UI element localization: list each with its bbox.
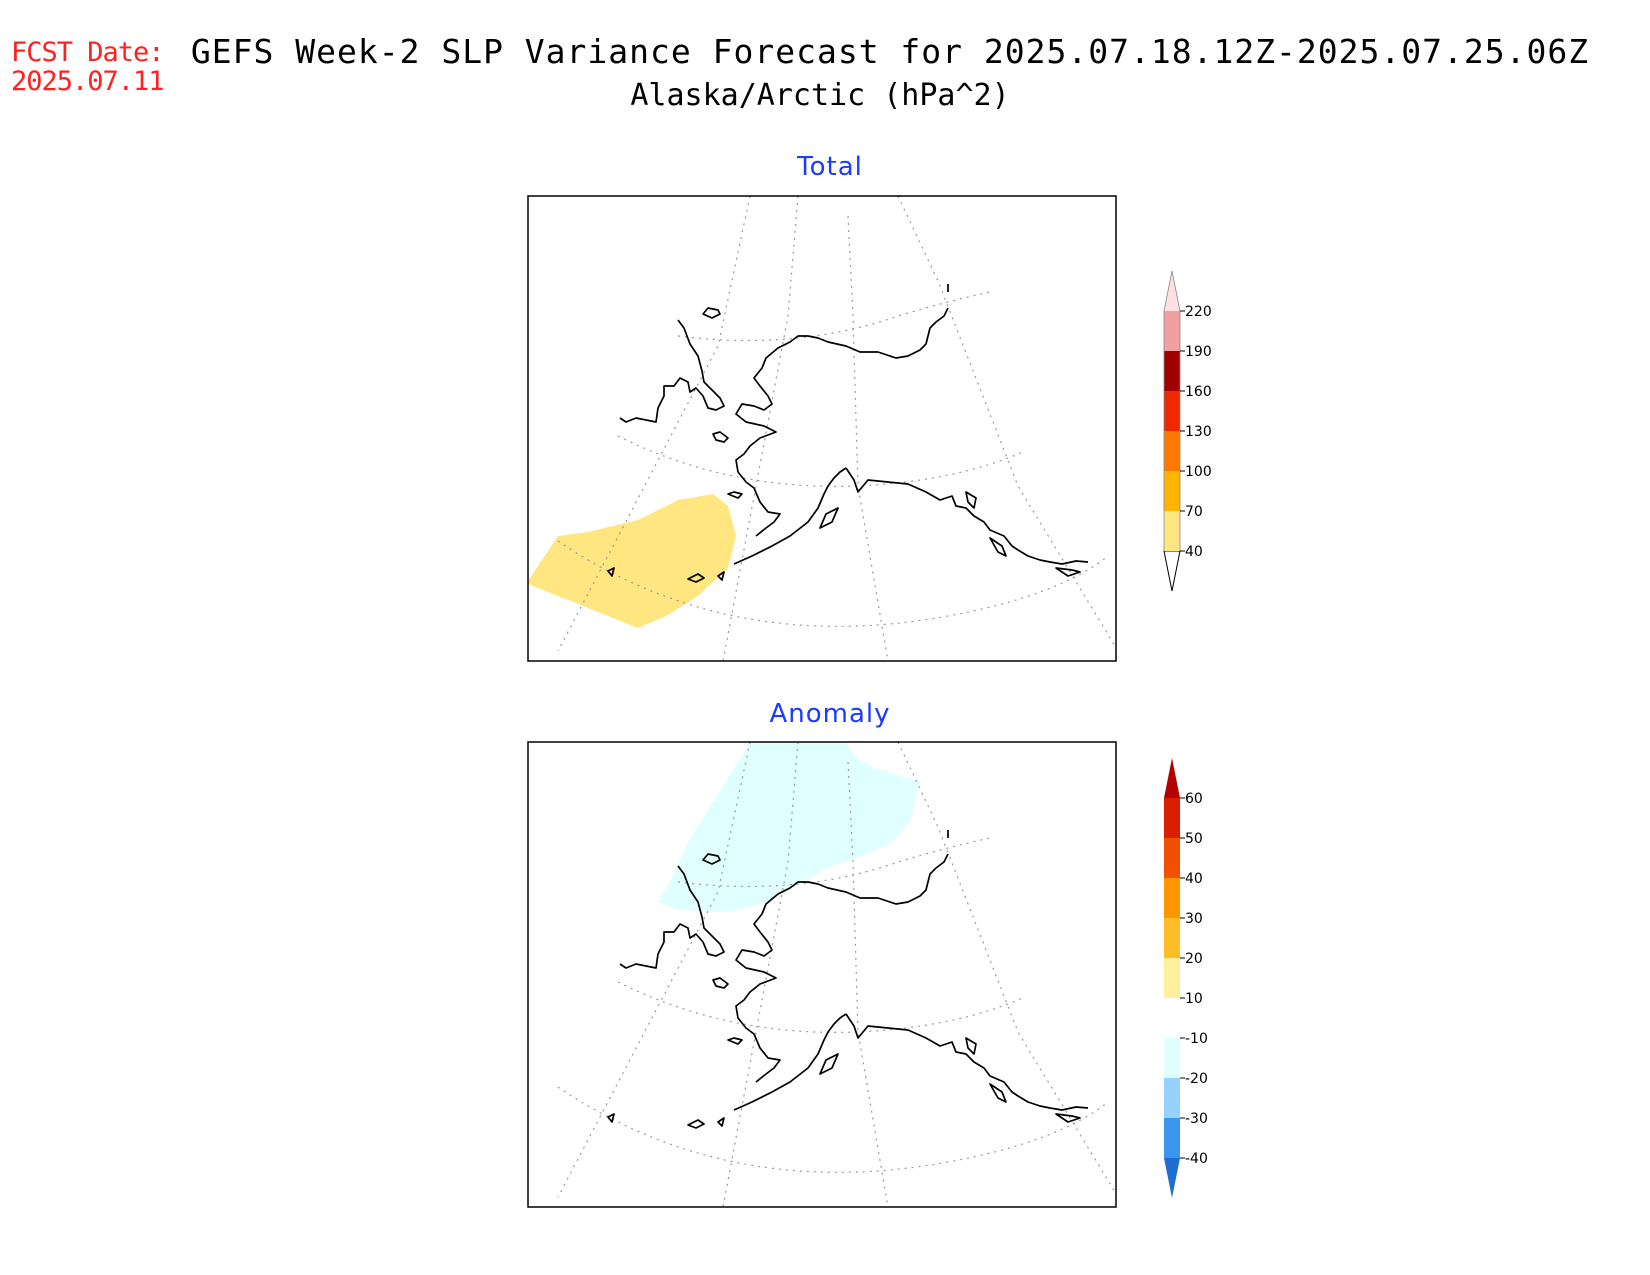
total-colorbar-label: 100 <box>1185 464 1212 480</box>
anomaly-colorbar-label: -30 <box>1185 1111 1208 1127</box>
anomaly-colorbar-label: -10 <box>1185 1031 1208 1047</box>
anomaly-colorbar-box <box>1164 1118 1180 1158</box>
total-colorbar-lower-extension <box>1163 550 1181 592</box>
anomaly-shaded-region <box>658 742 920 912</box>
total-map <box>527 195 1117 662</box>
map-subtitle: Alaska/Arctic (hPa^2) <box>630 78 1010 113</box>
total-colorbar-box <box>1164 351 1180 391</box>
anomaly-colorbar-label: 60 <box>1185 791 1203 807</box>
total-map-frame <box>527 195 1117 662</box>
anomaly-colorbar-lower-extension <box>1164 1158 1180 1198</box>
anomaly-colorbar-box <box>1164 958 1180 998</box>
total-colorbar-label: 220 <box>1185 304 1212 320</box>
forecast-date: FCST Date: 2025.07.11 <box>11 37 165 97</box>
forecast-date-label: FCST Date: <box>11 37 165 68</box>
anomaly-colorbar-label: 10 <box>1185 991 1203 1007</box>
total-colorbar: 40 70 100 130 160 190 220 <box>1163 270 1212 592</box>
total-colorbar-label: 190 <box>1185 344 1212 360</box>
total-colorbar-box <box>1164 431 1180 471</box>
total-colorbar-box <box>1164 391 1180 431</box>
anomaly-colorbar-box <box>1164 1038 1180 1078</box>
panel-title-total: Total <box>797 152 863 182</box>
anomaly-map <box>527 741 1117 1208</box>
total-colorbar-label: 40 <box>1185 544 1203 560</box>
anomaly-colorbar-label: 40 <box>1185 871 1203 887</box>
total-colorbar-box <box>1164 511 1180 551</box>
anomaly-colorbar-box <box>1164 838 1180 878</box>
total-colorbar-label: 160 <box>1185 384 1212 400</box>
forecast-date-value: 2025.07.11 <box>11 66 165 97</box>
anomaly-map-frame <box>527 741 1117 1208</box>
anomaly-colorbar: 60 50 40 30 20 10 -10 -20 -30 -40 <box>1164 758 1208 1198</box>
anomaly-colorbar-box <box>1164 918 1180 958</box>
total-colorbar-box <box>1164 471 1180 511</box>
anomaly-colorbar-upper-extension <box>1164 758 1180 798</box>
panel-title-anomaly: Anomaly <box>769 699 891 729</box>
anomaly-colorbar-label: -20 <box>1185 1071 1208 1087</box>
anomaly-colorbar-label: 50 <box>1185 831 1203 847</box>
anomaly-colorbar-box <box>1164 998 1180 1038</box>
total-shaded-region <box>528 494 736 628</box>
total-colorbar-label: 70 <box>1185 504 1203 520</box>
total-colorbar-box <box>1164 311 1180 351</box>
anomaly-colorbar-label: 30 <box>1185 911 1203 927</box>
anomaly-colorbar-box <box>1164 798 1180 838</box>
anomaly-colorbar-box <box>1164 878 1180 918</box>
total-colorbar-label: 130 <box>1185 424 1212 440</box>
total-colorbar-upper-extension <box>1164 271 1180 311</box>
anomaly-colorbar-box <box>1164 1078 1180 1118</box>
anomaly-colorbar-label: 20 <box>1185 951 1203 967</box>
map-title: GEFS Week-2 SLP Variance Forecast for 20… <box>190 32 1590 71</box>
anomaly-colorbar-label: -40 <box>1185 1151 1208 1167</box>
